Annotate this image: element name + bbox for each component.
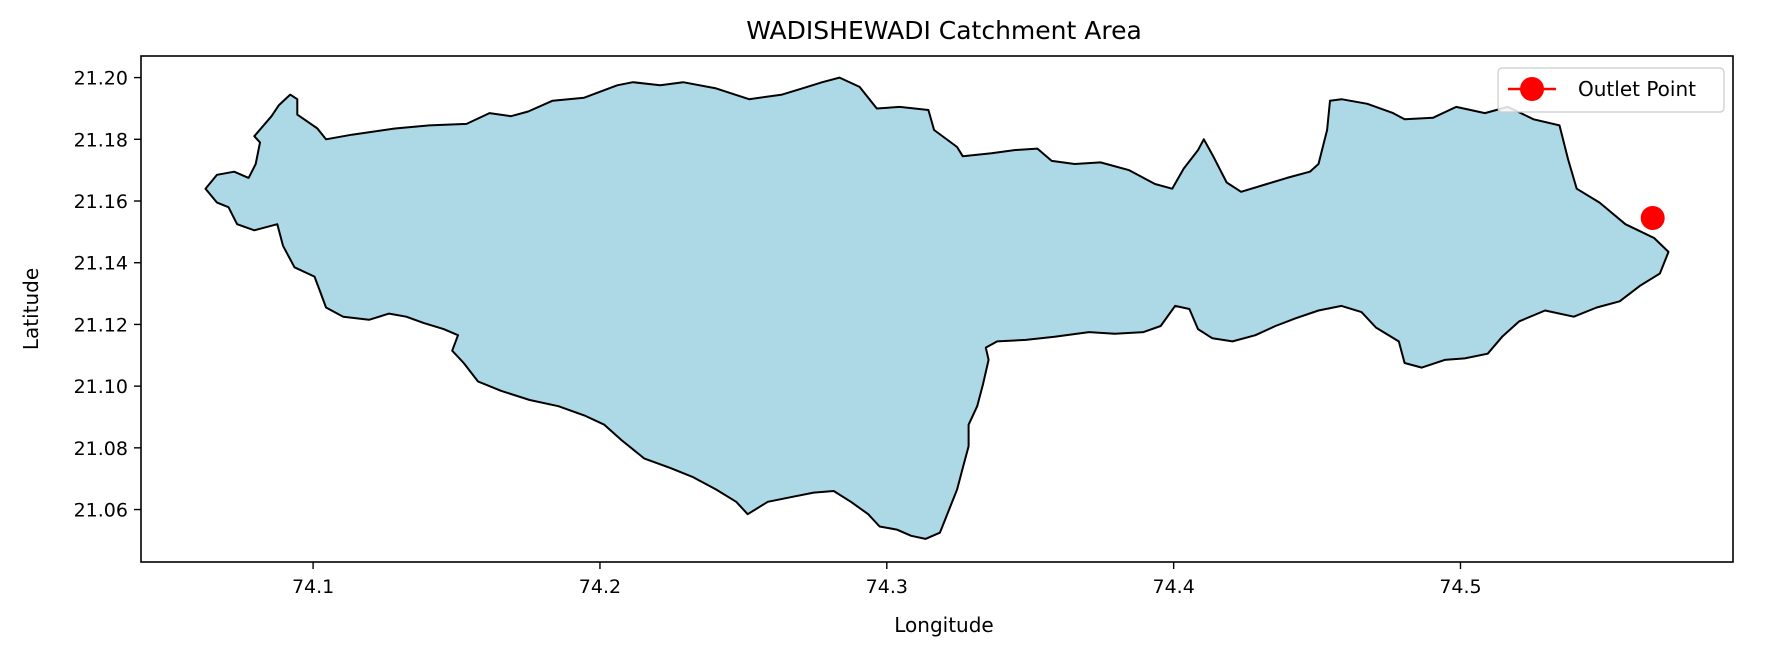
- y-tick-label: 21.10: [74, 376, 128, 398]
- legend: Outlet Point: [1498, 68, 1724, 112]
- y-axis-title: Latitude: [19, 268, 43, 350]
- chart-title: WADISHEWADI Catchment Area: [746, 16, 1142, 45]
- catchment-polygon: [206, 78, 1669, 539]
- x-tick-label: 74.1: [292, 576, 334, 598]
- x-tick-label: 74.2: [579, 576, 621, 598]
- outlet-point-marker: [1641, 206, 1665, 230]
- x-axis-title: Longitude: [894, 613, 993, 637]
- y-axis-ticks: 21.06 21.08 21.10 21.12 21.14 21.16 21.18 21.20: [74, 68, 141, 522]
- y-tick-label: 21.08: [74, 438, 128, 460]
- x-tick-label: 74.3: [866, 576, 908, 598]
- y-tick-label: 21.14: [74, 253, 128, 275]
- y-tick-label: 21.12: [74, 314, 128, 336]
- legend-circle-marker: [1520, 77, 1544, 101]
- y-tick-label: 21.20: [74, 68, 128, 90]
- x-tick-label: 74.4: [1152, 576, 1194, 598]
- plot-area: [141, 56, 1733, 562]
- outlet-point-layer: [1641, 206, 1665, 230]
- x-axis-ticks: 74.1 74.2 74.3 74.4 74.5: [292, 562, 1482, 598]
- y-tick-label: 21.16: [74, 191, 128, 213]
- y-tick-label: 21.18: [74, 129, 128, 151]
- legend-label-outlet-point: Outlet Point: [1578, 77, 1696, 101]
- x-tick-label: 74.5: [1439, 576, 1481, 598]
- y-tick-label: 21.06: [74, 500, 128, 522]
